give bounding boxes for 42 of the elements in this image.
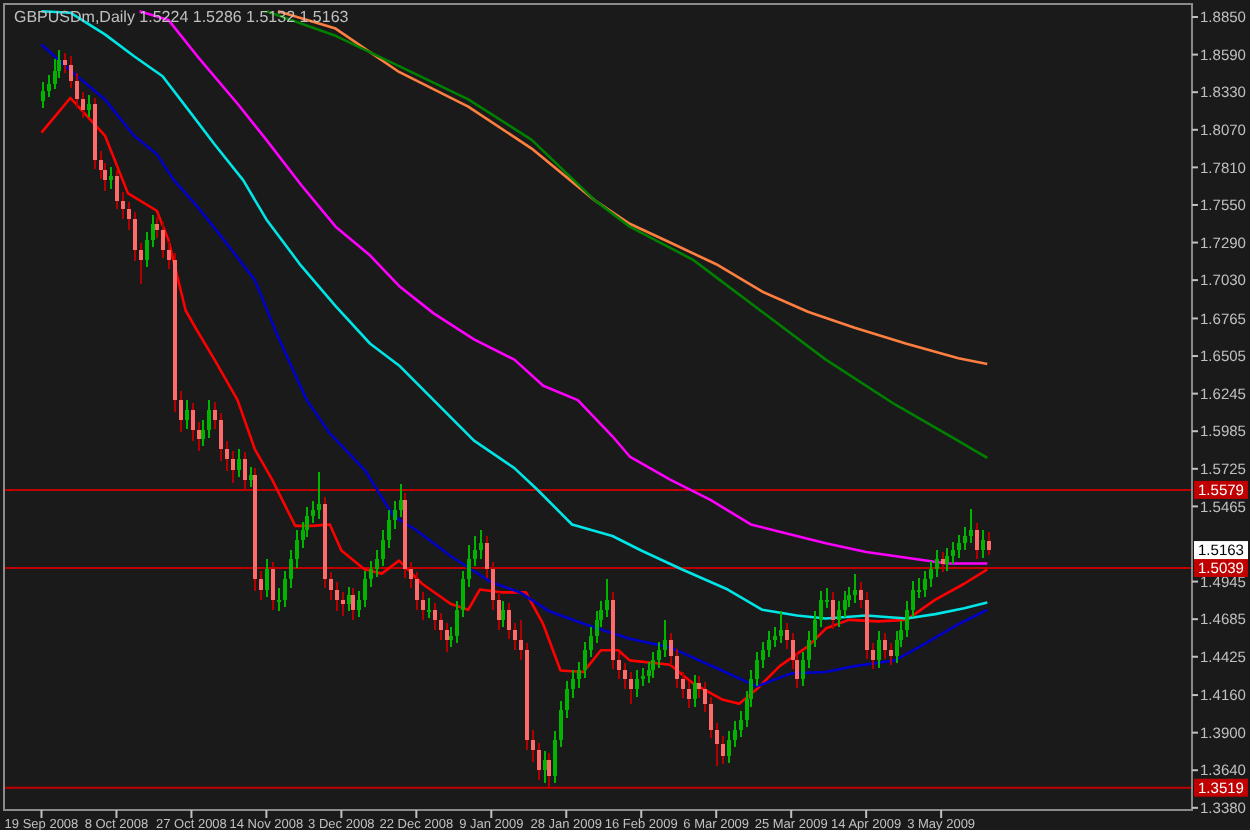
candlestick xyxy=(779,610,783,645)
candlestick xyxy=(427,597,431,620)
candlestick xyxy=(543,750,547,785)
candlestick xyxy=(479,529,483,561)
candlestick xyxy=(635,669,639,698)
candlestick xyxy=(547,751,551,789)
candlestick xyxy=(877,630,881,669)
candlestick xyxy=(87,94,91,118)
candlestick xyxy=(347,585,351,613)
candlestick xyxy=(265,558,269,598)
candlestick xyxy=(237,448,241,478)
candlestick xyxy=(433,601,437,632)
candlestick xyxy=(969,507,973,545)
candlestick xyxy=(271,561,275,611)
candlestick xyxy=(951,540,955,565)
candlestick xyxy=(693,673,697,708)
candlestick xyxy=(647,660,651,685)
candlestick xyxy=(231,449,235,484)
candlestick xyxy=(975,522,979,561)
candlestick xyxy=(923,569,927,598)
candlestick xyxy=(945,546,949,572)
candlestick xyxy=(629,670,633,705)
candlestick xyxy=(207,399,211,439)
candlestick xyxy=(941,550,945,574)
candlestick xyxy=(987,531,991,556)
candlestick xyxy=(185,399,189,431)
candlestick xyxy=(883,631,887,660)
candlestick xyxy=(317,471,321,520)
candlestick xyxy=(831,591,835,630)
candlestick xyxy=(445,621,449,653)
candlestick xyxy=(243,451,247,491)
candlestick xyxy=(957,533,961,559)
candlestick xyxy=(501,600,505,629)
candlestick xyxy=(53,57,57,91)
candlestick xyxy=(981,529,985,559)
line-series xyxy=(138,9,989,565)
candlestick xyxy=(41,81,45,110)
candlestick xyxy=(651,650,655,679)
candlestick xyxy=(115,169,119,211)
candlestick xyxy=(249,465,253,488)
candlestick xyxy=(351,587,355,621)
candlestick xyxy=(109,166,113,191)
